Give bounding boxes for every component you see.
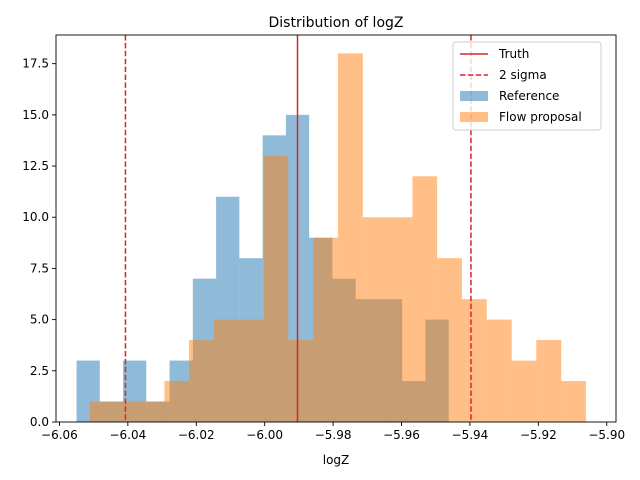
y-tick-label: 0.0 <box>30 415 49 429</box>
x-axis-label: logZ <box>323 453 350 467</box>
legend-label-reference: Reference <box>499 89 559 103</box>
bar-flow-proposal <box>89 401 115 422</box>
plot-frame <box>55 34 617 423</box>
x-tick-label: −6.04 <box>109 428 146 442</box>
bar-flow-proposal <box>437 258 463 422</box>
bar-flow-proposal <box>536 340 562 422</box>
legend-box <box>452 41 602 131</box>
bar-flow-proposal <box>189 340 215 422</box>
bar-flow-proposal <box>238 319 264 422</box>
bar-flow-proposal <box>486 319 512 422</box>
y-tick-label: 15.0 <box>22 108 49 122</box>
bar-flow-proposal <box>263 155 289 423</box>
chart-title: Distribution of logZ <box>268 15 403 31</box>
bar-flow-proposal <box>313 237 338 422</box>
bar-flow-proposal <box>412 176 438 422</box>
x-tick-label: −5.90 <box>588 428 625 442</box>
bar-flow-proposal <box>139 401 165 422</box>
bar-flow-proposal <box>288 340 314 422</box>
x-tick-label: −5.92 <box>520 428 557 442</box>
legend-label-flow-proposal: Flow proposal <box>499 110 582 124</box>
bar-flow-proposal <box>164 381 190 422</box>
bar-flow-proposal <box>387 217 413 422</box>
x-tick-label: −6.06 <box>41 428 78 442</box>
legend-swatch-flow-proposal <box>460 112 488 122</box>
y-tick-label: 12.5 <box>22 159 49 173</box>
y-axis: 0.0 2.5 5.0 7.5 10.0 12.5 15.0 17.5 <box>22 57 56 429</box>
y-tick-label: 17.5 <box>22 57 49 71</box>
x-tick-label: −5.96 <box>383 428 420 442</box>
x-tick-label: −6.02 <box>178 428 215 442</box>
bar-flow-proposal <box>337 53 363 423</box>
x-tick-label: −5.94 <box>452 428 489 442</box>
bar-flow-proposal <box>114 401 140 422</box>
x-axis: −6.06 −6.04 −6.02 −6.00 −5.98 −5.96 −5.94 −5.92… <box>41 422 625 442</box>
bar-flow-proposal <box>462 299 487 422</box>
bar-flow-proposal <box>214 319 239 422</box>
bar-flow-proposal <box>511 360 537 422</box>
legend-label-2-sigma: 2 sigma <box>499 68 547 82</box>
y-tick-label: 5.0 <box>30 313 49 327</box>
y-tick-label: 2.5 <box>30 364 49 378</box>
legend-label-truth: Truth <box>498 47 529 61</box>
y-tick-label: 7.5 <box>30 261 49 275</box>
x-tick-label: −6.00 <box>246 428 283 442</box>
legend-swatch-reference <box>460 91 488 101</box>
bars-flow-proposal <box>89 53 586 423</box>
x-tick-label: −5.98 <box>315 428 352 442</box>
legend: Truth 2 sigma Reference Flow proposal <box>452 41 602 131</box>
bar-flow-proposal <box>362 217 388 422</box>
y-tick-label: 10.0 <box>22 210 49 224</box>
bar-flow-proposal <box>561 381 586 422</box>
